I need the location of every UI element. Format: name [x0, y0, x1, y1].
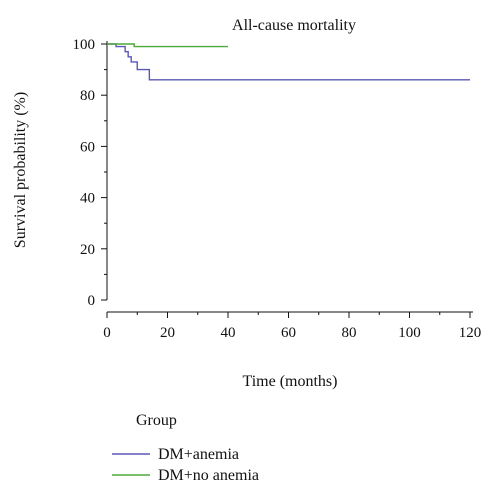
- legend-label: DM+no anemia: [158, 467, 259, 484]
- x-ticks: 0 20 40 60 80 100 120: [103, 312, 481, 341]
- y-tick-label: 60: [80, 139, 95, 155]
- y-axis-title: Survival probability (%): [12, 92, 29, 248]
- legend: Group DM+anemia DM+no anemia: [112, 412, 259, 484]
- chart-title: All-cause mortality: [232, 17, 356, 34]
- legend-label: DM+anemia: [158, 446, 239, 463]
- x-axis-title: Time (months): [243, 373, 338, 390]
- x-tick-label: 40: [221, 325, 236, 341]
- series-line-1: [107, 43, 470, 81]
- x-tick-label: 60: [281, 325, 296, 341]
- y-tick-label: 100: [73, 37, 96, 53]
- legend-title: Group: [136, 412, 177, 429]
- legend-items: DM+anemia DM+no anemia: [112, 446, 259, 484]
- series-layer: [107, 43, 470, 81]
- x-tick-label: 120: [459, 325, 482, 341]
- y-tick-label: 20: [80, 242, 95, 258]
- y-tick-label: 40: [80, 191, 95, 207]
- series-line-2: [107, 43, 228, 48]
- x-tick-label: 20: [160, 325, 175, 341]
- y-ticks: 0 20 40 60 80 100: [73, 37, 107, 309]
- x-tick-label: 0: [103, 325, 111, 341]
- y-tick-label: 0: [88, 293, 96, 309]
- x-tick-label: 80: [342, 325, 357, 341]
- axes: [106, 41, 473, 313]
- x-tick-label: 100: [398, 325, 421, 341]
- y-tick-label: 80: [80, 88, 95, 104]
